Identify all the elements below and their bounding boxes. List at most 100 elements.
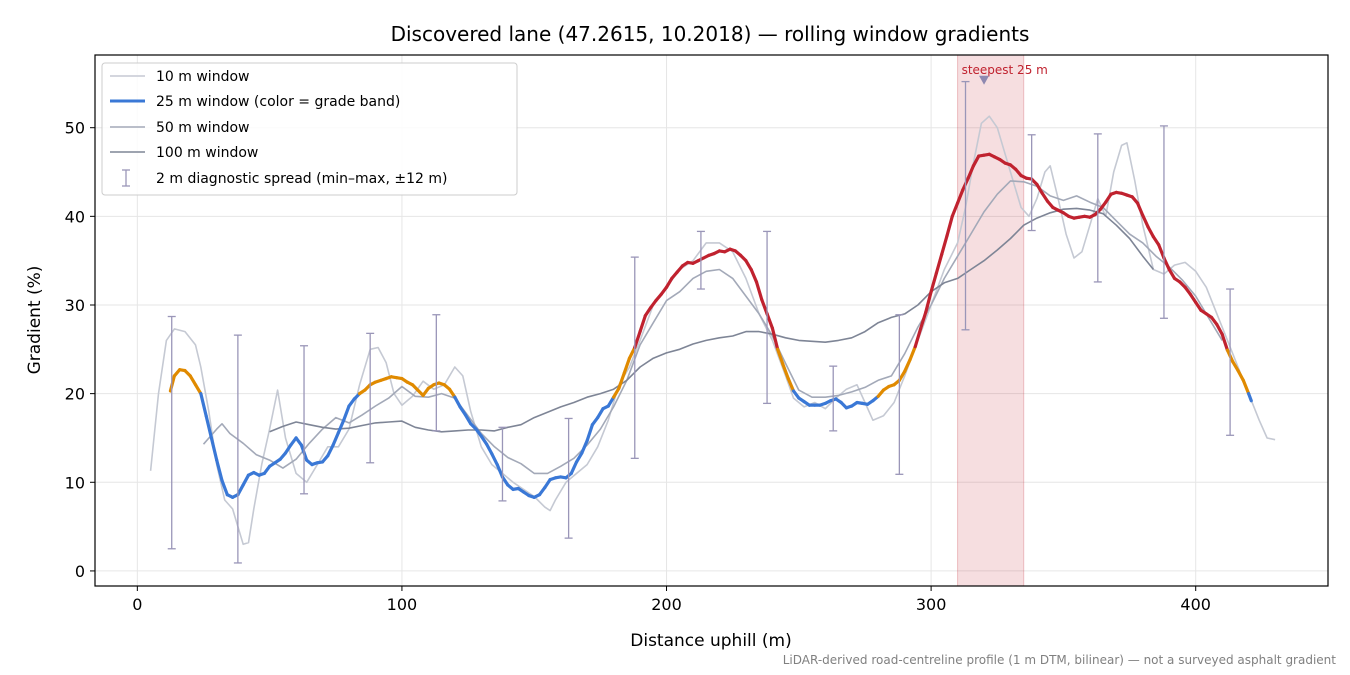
series-25m-segment bbox=[193, 383, 203, 396]
steepest-marker bbox=[979, 75, 990, 85]
legend-label-100m: 100 m window bbox=[156, 145, 258, 161]
spread-bar bbox=[167, 315, 176, 550]
series-25m-segment bbox=[215, 458, 224, 483]
series-25m-segment bbox=[770, 326, 780, 351]
series-25m-segment bbox=[776, 347, 785, 366]
series-25m-segment bbox=[1157, 243, 1166, 260]
series-25m-segment bbox=[966, 164, 976, 180]
series-25m-segment bbox=[580, 439, 589, 455]
series-25m-segment bbox=[1231, 360, 1240, 373]
series-100m-line bbox=[269, 207, 1155, 433]
series-25m-segment bbox=[596, 407, 605, 420]
series-25m-segment bbox=[781, 362, 790, 381]
spread-bar bbox=[630, 256, 639, 459]
steepest-label: steepest 25 m bbox=[962, 63, 1048, 77]
y-axis-ticks: 0 10 20 30 40 50 bbox=[65, 119, 95, 581]
spread-bar bbox=[564, 417, 573, 539]
x-tick-label: 400 bbox=[1180, 595, 1211, 614]
series-25m-segment bbox=[168, 374, 176, 393]
diagnostic-spread-bars bbox=[167, 80, 1235, 564]
series-layer bbox=[149, 115, 1276, 546]
series-25m-segment bbox=[903, 358, 912, 374]
series-25m-segment bbox=[331, 431, 341, 447]
series-50m-line bbox=[202, 180, 1223, 475]
series-25m-segment bbox=[929, 271, 939, 294]
series-25m-segment bbox=[1162, 256, 1171, 272]
spread-bar bbox=[1093, 133, 1102, 283]
legend-label-spread: 2 m diagnostic spread (min–max, ±12 m) bbox=[156, 171, 447, 187]
spread-bar bbox=[366, 332, 375, 464]
series-25m-segment bbox=[749, 267, 759, 284]
legend-box bbox=[101, 62, 518, 196]
steepest-band bbox=[957, 54, 1025, 587]
series-25m-segment bbox=[786, 376, 796, 393]
y-tick-label: 50 bbox=[65, 119, 85, 138]
series-25m-segment bbox=[1220, 332, 1230, 352]
series-25m-segment bbox=[241, 473, 251, 487]
spread-bar bbox=[829, 365, 838, 432]
series-25m-segment bbox=[569, 460, 579, 476]
spread-bar bbox=[233, 334, 242, 564]
series-25m-segment bbox=[236, 483, 245, 497]
legend-label-10m: 10 m window bbox=[156, 69, 249, 85]
series-25m-segment bbox=[326, 443, 335, 458]
spread-bar bbox=[1159, 125, 1168, 319]
annotation-layer: steepest 25 m bbox=[962, 63, 1048, 85]
series-25m-segment bbox=[1035, 182, 1044, 195]
series-25m-segment bbox=[638, 314, 647, 334]
series-25m-segment bbox=[612, 386, 621, 399]
series-25m-segment bbox=[744, 259, 753, 272]
series-25m-segment bbox=[945, 214, 954, 238]
series-25m-segment bbox=[1247, 392, 1253, 403]
spread-bar bbox=[1027, 134, 1036, 232]
spread-bar bbox=[1226, 288, 1235, 436]
x-tick-label: 200 bbox=[651, 595, 682, 614]
legend-label-50m: 50 m window bbox=[156, 120, 249, 136]
x-axis-label: Distance uphill (m) bbox=[630, 631, 791, 651]
spread-bar bbox=[696, 230, 705, 290]
series-25m-segment bbox=[664, 276, 674, 289]
spread-bar bbox=[300, 345, 309, 495]
series-25m-segment bbox=[1215, 322, 1224, 336]
series-25m-segment bbox=[606, 395, 616, 408]
series-25m-segment bbox=[617, 371, 626, 390]
series-25m-segment bbox=[897, 369, 907, 382]
x-tick-label: 300 bbox=[916, 595, 947, 614]
series-25m-segment bbox=[633, 329, 642, 350]
x-tick-label: 0 bbox=[132, 595, 142, 614]
series-25m-segment bbox=[342, 404, 351, 422]
series-25m-segment bbox=[585, 423, 595, 443]
x-axis-ticks: 0 100 200 300 400 bbox=[132, 586, 1211, 614]
series-25m-segment bbox=[1135, 201, 1145, 218]
series-25m-segment bbox=[627, 345, 637, 360]
series-25m-segment bbox=[950, 201, 960, 218]
series-25m-segment bbox=[955, 188, 965, 205]
series-25m-segment bbox=[453, 395, 462, 409]
y-axis-label: Gradient (%) bbox=[25, 266, 45, 375]
series-25m-segment bbox=[1141, 213, 1150, 229]
series-25m-segment bbox=[1241, 378, 1251, 396]
series-25m-segment bbox=[336, 418, 346, 435]
series-25m-segment bbox=[574, 451, 584, 464]
steepest-band-rect bbox=[957, 54, 1025, 587]
series-25m-segment bbox=[934, 252, 944, 275]
chart-title: Discovered lane (47.2615, 10.2018) — rol… bbox=[391, 22, 1030, 46]
legend: 10 m window 25 m window (color = grade b… bbox=[101, 62, 518, 196]
series-25m-segment bbox=[199, 392, 208, 418]
series-25m-segment bbox=[463, 413, 473, 426]
series-25m-segment bbox=[765, 312, 774, 330]
series-25m-segment bbox=[490, 452, 499, 467]
series-25m-segment bbox=[754, 280, 764, 302]
series-25m-segment bbox=[924, 290, 933, 314]
series-25m-segment bbox=[1146, 225, 1155, 239]
series-25m-segment bbox=[484, 442, 494, 456]
spread-bar bbox=[961, 80, 970, 331]
spread-bar bbox=[498, 426, 507, 502]
y-tick-label: 0 bbox=[75, 562, 85, 581]
series-25m-segment bbox=[1236, 368, 1245, 382]
series-25m-segment bbox=[913, 327, 923, 349]
series-25m-segment bbox=[209, 436, 219, 462]
y-tick-label: 20 bbox=[65, 385, 85, 404]
spread-bar bbox=[763, 230, 772, 405]
